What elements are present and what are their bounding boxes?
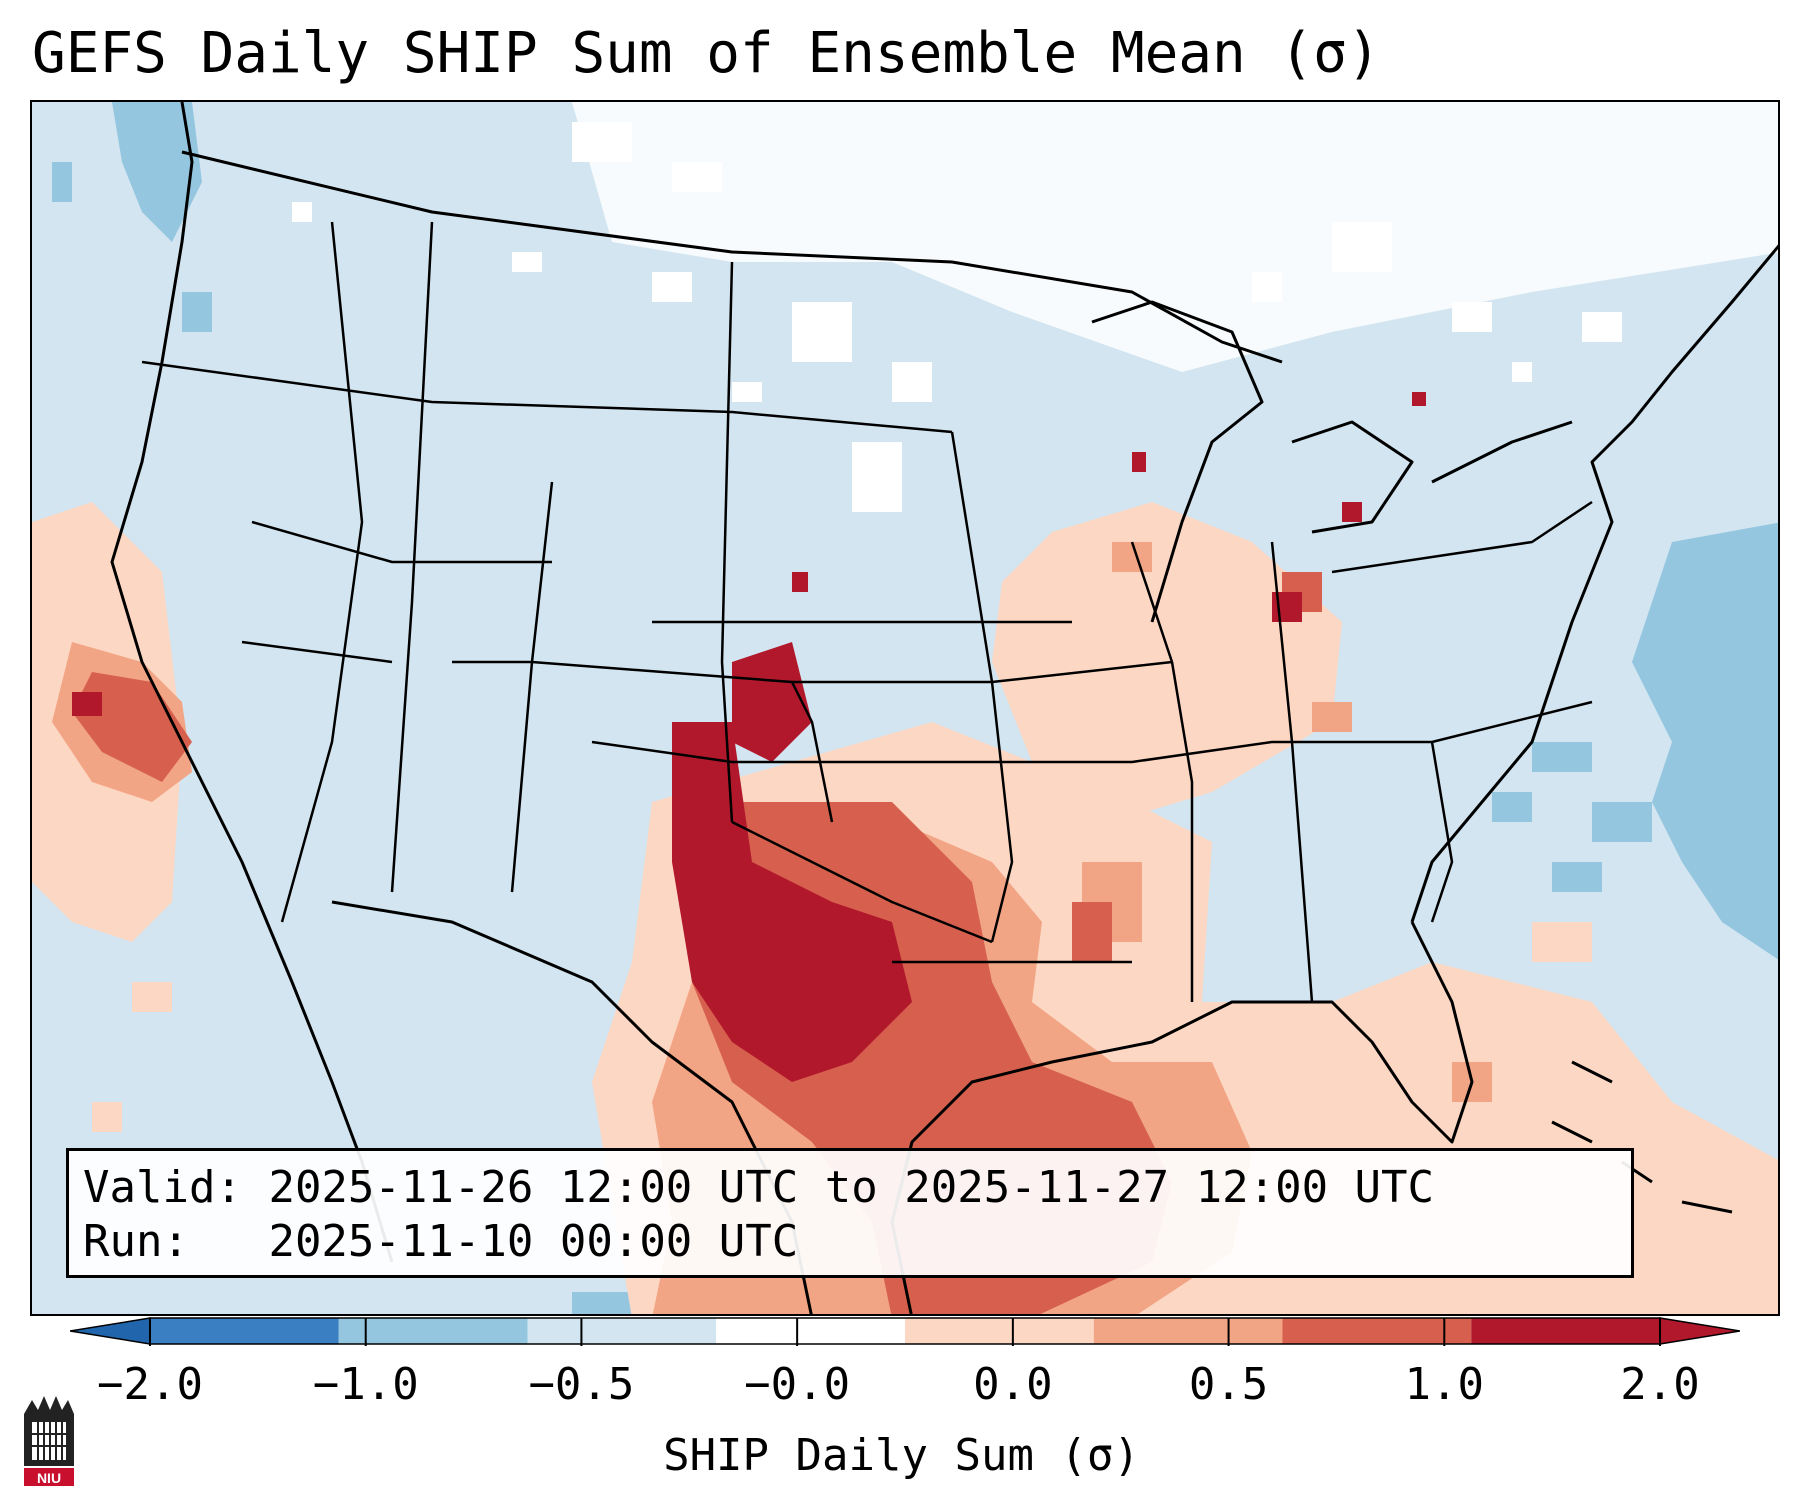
great-lakes bbox=[1091, 300, 1573, 623]
border-canada-us bbox=[181, 150, 1283, 364]
colorbar-extend-high bbox=[1659, 1317, 1740, 1345]
coastline-northeast bbox=[1410, 244, 1778, 923]
colorbar-ticks bbox=[149, 1318, 1661, 1346]
colorbar-bin bbox=[905, 1318, 1094, 1344]
colorbar-bin bbox=[1093, 1318, 1283, 1344]
colorbar-bin bbox=[150, 1318, 339, 1344]
valid-run-info-box: Valid: 2025-11-26 12:00 UTC to 2025-11-2… bbox=[66, 1148, 1634, 1278]
map-panel bbox=[30, 100, 1780, 1316]
map-canvas bbox=[32, 102, 1778, 1314]
colorbar-tick-label: −2.0 bbox=[97, 1359, 203, 1410]
run-value: 2025-11-10 00:00 UTC bbox=[268, 1216, 799, 1267]
colorbar-tick-label: 0.5 bbox=[1188, 1359, 1269, 1410]
run-label: Run: bbox=[83, 1216, 189, 1267]
niu-logo: NIU bbox=[24, 1396, 74, 1486]
caribbean-islands bbox=[1551, 1060, 1733, 1214]
coastline-gulf bbox=[890, 921, 1474, 1314]
colorbar-bins bbox=[149, 1317, 1661, 1345]
colorbar-label: SHIP Daily Sum (σ) bbox=[663, 1430, 1140, 1481]
colorbar-bin bbox=[716, 1318, 905, 1344]
colorbar-bin bbox=[338, 1318, 528, 1344]
colorbar-tick-label: −0.5 bbox=[528, 1359, 635, 1410]
coastline-west bbox=[110, 102, 394, 1263]
colorbar-tick-label: 2.0 bbox=[1620, 1359, 1700, 1410]
logo-text: NIU bbox=[37, 1470, 61, 1486]
colorbar-bin bbox=[527, 1318, 717, 1344]
field-near-zero-north bbox=[292, 102, 1778, 512]
valid-value: 2025-11-26 12:00 UTC to 2025-11-27 12:00… bbox=[268, 1162, 1435, 1213]
colorbar-bin bbox=[1471, 1318, 1660, 1344]
colorbar-bin bbox=[1282, 1318, 1472, 1344]
colorbar bbox=[70, 1317, 1740, 1346]
chart-title: GEFS Daily SHIP Sum of Ensemble Mean (σ) bbox=[32, 21, 1381, 86]
state-lines bbox=[141, 221, 1593, 1003]
colorbar-extend-low bbox=[70, 1317, 151, 1345]
colorbar-tick-label: 1.0 bbox=[1404, 1359, 1485, 1410]
valid-label: Valid: bbox=[83, 1162, 242, 1213]
colorbar-tick-label: −0.0 bbox=[744, 1359, 851, 1410]
political-boundaries bbox=[110, 102, 1778, 1314]
colorbar-tick-label: 0.0 bbox=[973, 1359, 1053, 1410]
colorbar-tick-label: −1.0 bbox=[312, 1359, 419, 1410]
